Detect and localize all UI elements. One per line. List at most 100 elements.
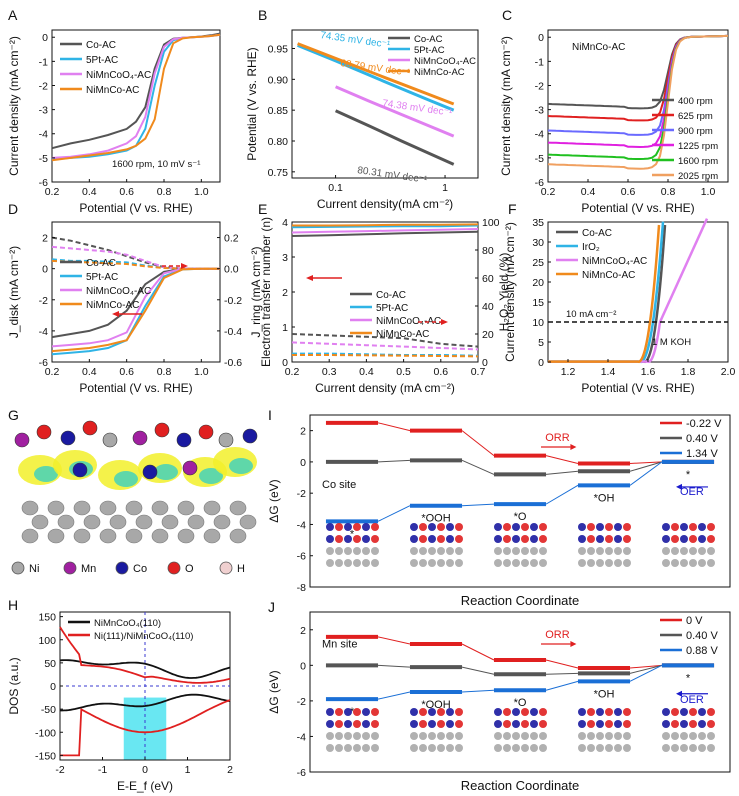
- x-tick-label: 0.6: [119, 186, 134, 198]
- slab-atom: [437, 547, 445, 555]
- y-tick-label: -2: [39, 80, 48, 92]
- y-tick-label: -2: [39, 295, 48, 307]
- panel-e-n-series: [291, 228, 479, 234]
- slab-atom: [446, 744, 454, 752]
- slab-atom: [587, 744, 595, 752]
- y-tick-label: -4: [39, 326, 48, 338]
- y2-tick-label: 0.0: [224, 264, 239, 276]
- slab-atom: [671, 547, 679, 555]
- energy-connector: [630, 461, 662, 464]
- slab-atom: [530, 744, 538, 752]
- slab-atom: [326, 708, 334, 716]
- slab-atom: [680, 535, 688, 543]
- slab-atom: [530, 523, 538, 531]
- y-tick-label: -6: [297, 551, 306, 563]
- legend-label: 1225 rpm: [678, 141, 718, 152]
- panel-a-xlabel: Potential (V vs. RHE): [79, 201, 192, 215]
- y-tick-label: -4: [297, 519, 306, 531]
- slab-atom: [539, 732, 547, 740]
- slab-atom: [344, 547, 352, 555]
- slab-atom: [530, 708, 538, 716]
- slab-atom: [614, 547, 622, 555]
- panel-letter: B: [258, 7, 267, 23]
- y-tick-label: 0.75: [268, 167, 289, 179]
- slab-atom: [707, 744, 715, 752]
- panel-f-reference-label: 10 mA cm⁻²: [566, 309, 616, 320]
- panel-b-slope: 80.31 mV dec⁻¹: [357, 165, 429, 186]
- slab-atom: [689, 720, 697, 728]
- atom-legend-label: Mn: [81, 563, 96, 575]
- orr-label: ORR: [545, 432, 570, 444]
- atom-co: [72, 462, 88, 478]
- ni-atom: [125, 528, 143, 544]
- y-tick-label: 5: [538, 337, 544, 349]
- slab-atom: [689, 732, 697, 740]
- y-tick-label: 0.90: [268, 74, 289, 86]
- site-label: Mn site: [322, 638, 357, 650]
- panel-j-frame: [309, 611, 731, 773]
- y-tick-label: 3: [282, 252, 288, 264]
- category-label: *: [350, 528, 355, 540]
- x-tick-label: 1.0: [194, 366, 209, 378]
- slab-atom: [455, 559, 463, 567]
- slab-atom: [521, 559, 529, 567]
- slab-atom: [614, 732, 622, 740]
- x-tick-label: -2: [55, 764, 64, 776]
- slab-atom: [605, 744, 613, 752]
- slab-atom: [353, 720, 361, 728]
- slab-atom: [707, 523, 715, 531]
- energy-connector: [629, 664, 663, 682]
- legend-label: 0 V: [686, 615, 703, 627]
- slab-atom: [689, 744, 697, 752]
- slab-atom: [344, 720, 352, 728]
- orr-label: ORR: [545, 629, 570, 641]
- panel-d-disk-series: [51, 267, 220, 353]
- slab-atom: [587, 547, 595, 555]
- slab-atom: [530, 535, 538, 543]
- slab-atom: [605, 732, 613, 740]
- slab-atom: [662, 523, 670, 531]
- slab-atom: [371, 732, 379, 740]
- slab-atom: [521, 732, 529, 740]
- atom-legend-dot: [63, 561, 77, 575]
- charge-density-cyan: [34, 466, 58, 482]
- panel-e-ylabel: Electron transfer number (n): [259, 217, 273, 367]
- energy-connector: [462, 689, 494, 693]
- slab-atom: [326, 535, 334, 543]
- slab-atom: [680, 720, 688, 728]
- panel-letter: H: [8, 597, 18, 613]
- slab-atom: [512, 559, 520, 567]
- ni-atom: [177, 528, 195, 544]
- arrow-head: [112, 311, 119, 317]
- slab-atom: [353, 732, 361, 740]
- arrow-head: [306, 275, 313, 281]
- legend-label: 1.34 V: [686, 448, 718, 460]
- legend-label: IrO₂: [582, 242, 600, 253]
- slab-atom: [503, 744, 511, 752]
- panel-letter: F: [508, 201, 517, 217]
- slab-atom: [446, 535, 454, 543]
- slab-atom: [614, 523, 622, 531]
- slab-atom: [689, 523, 697, 531]
- energy-connector: [377, 422, 411, 432]
- legend-label: 0.88 V: [686, 645, 718, 657]
- legend-label: Co-AC: [376, 290, 406, 301]
- slab-atom: [437, 559, 445, 567]
- slab-atom: [623, 732, 631, 740]
- slab-atom: [455, 535, 463, 543]
- slab-atom: [437, 523, 445, 531]
- slab-atom: [671, 523, 679, 531]
- energy-connector: [629, 461, 663, 486]
- y-tick-label: 0: [282, 357, 288, 369]
- x-tick-label: 1.2: [561, 366, 576, 378]
- panel-c-ylabel: Current density (mA cm⁻²): [499, 36, 513, 176]
- slab-atom: [578, 523, 586, 531]
- slab-atom: [428, 744, 436, 752]
- slab-atom: [446, 547, 454, 555]
- slab-atom: [680, 559, 688, 567]
- y2-tick-label: 60: [482, 273, 494, 285]
- legend-label: NiMnCoO₄-AC: [582, 256, 647, 267]
- slab-atom: [353, 547, 361, 555]
- slab-atom: [410, 720, 418, 728]
